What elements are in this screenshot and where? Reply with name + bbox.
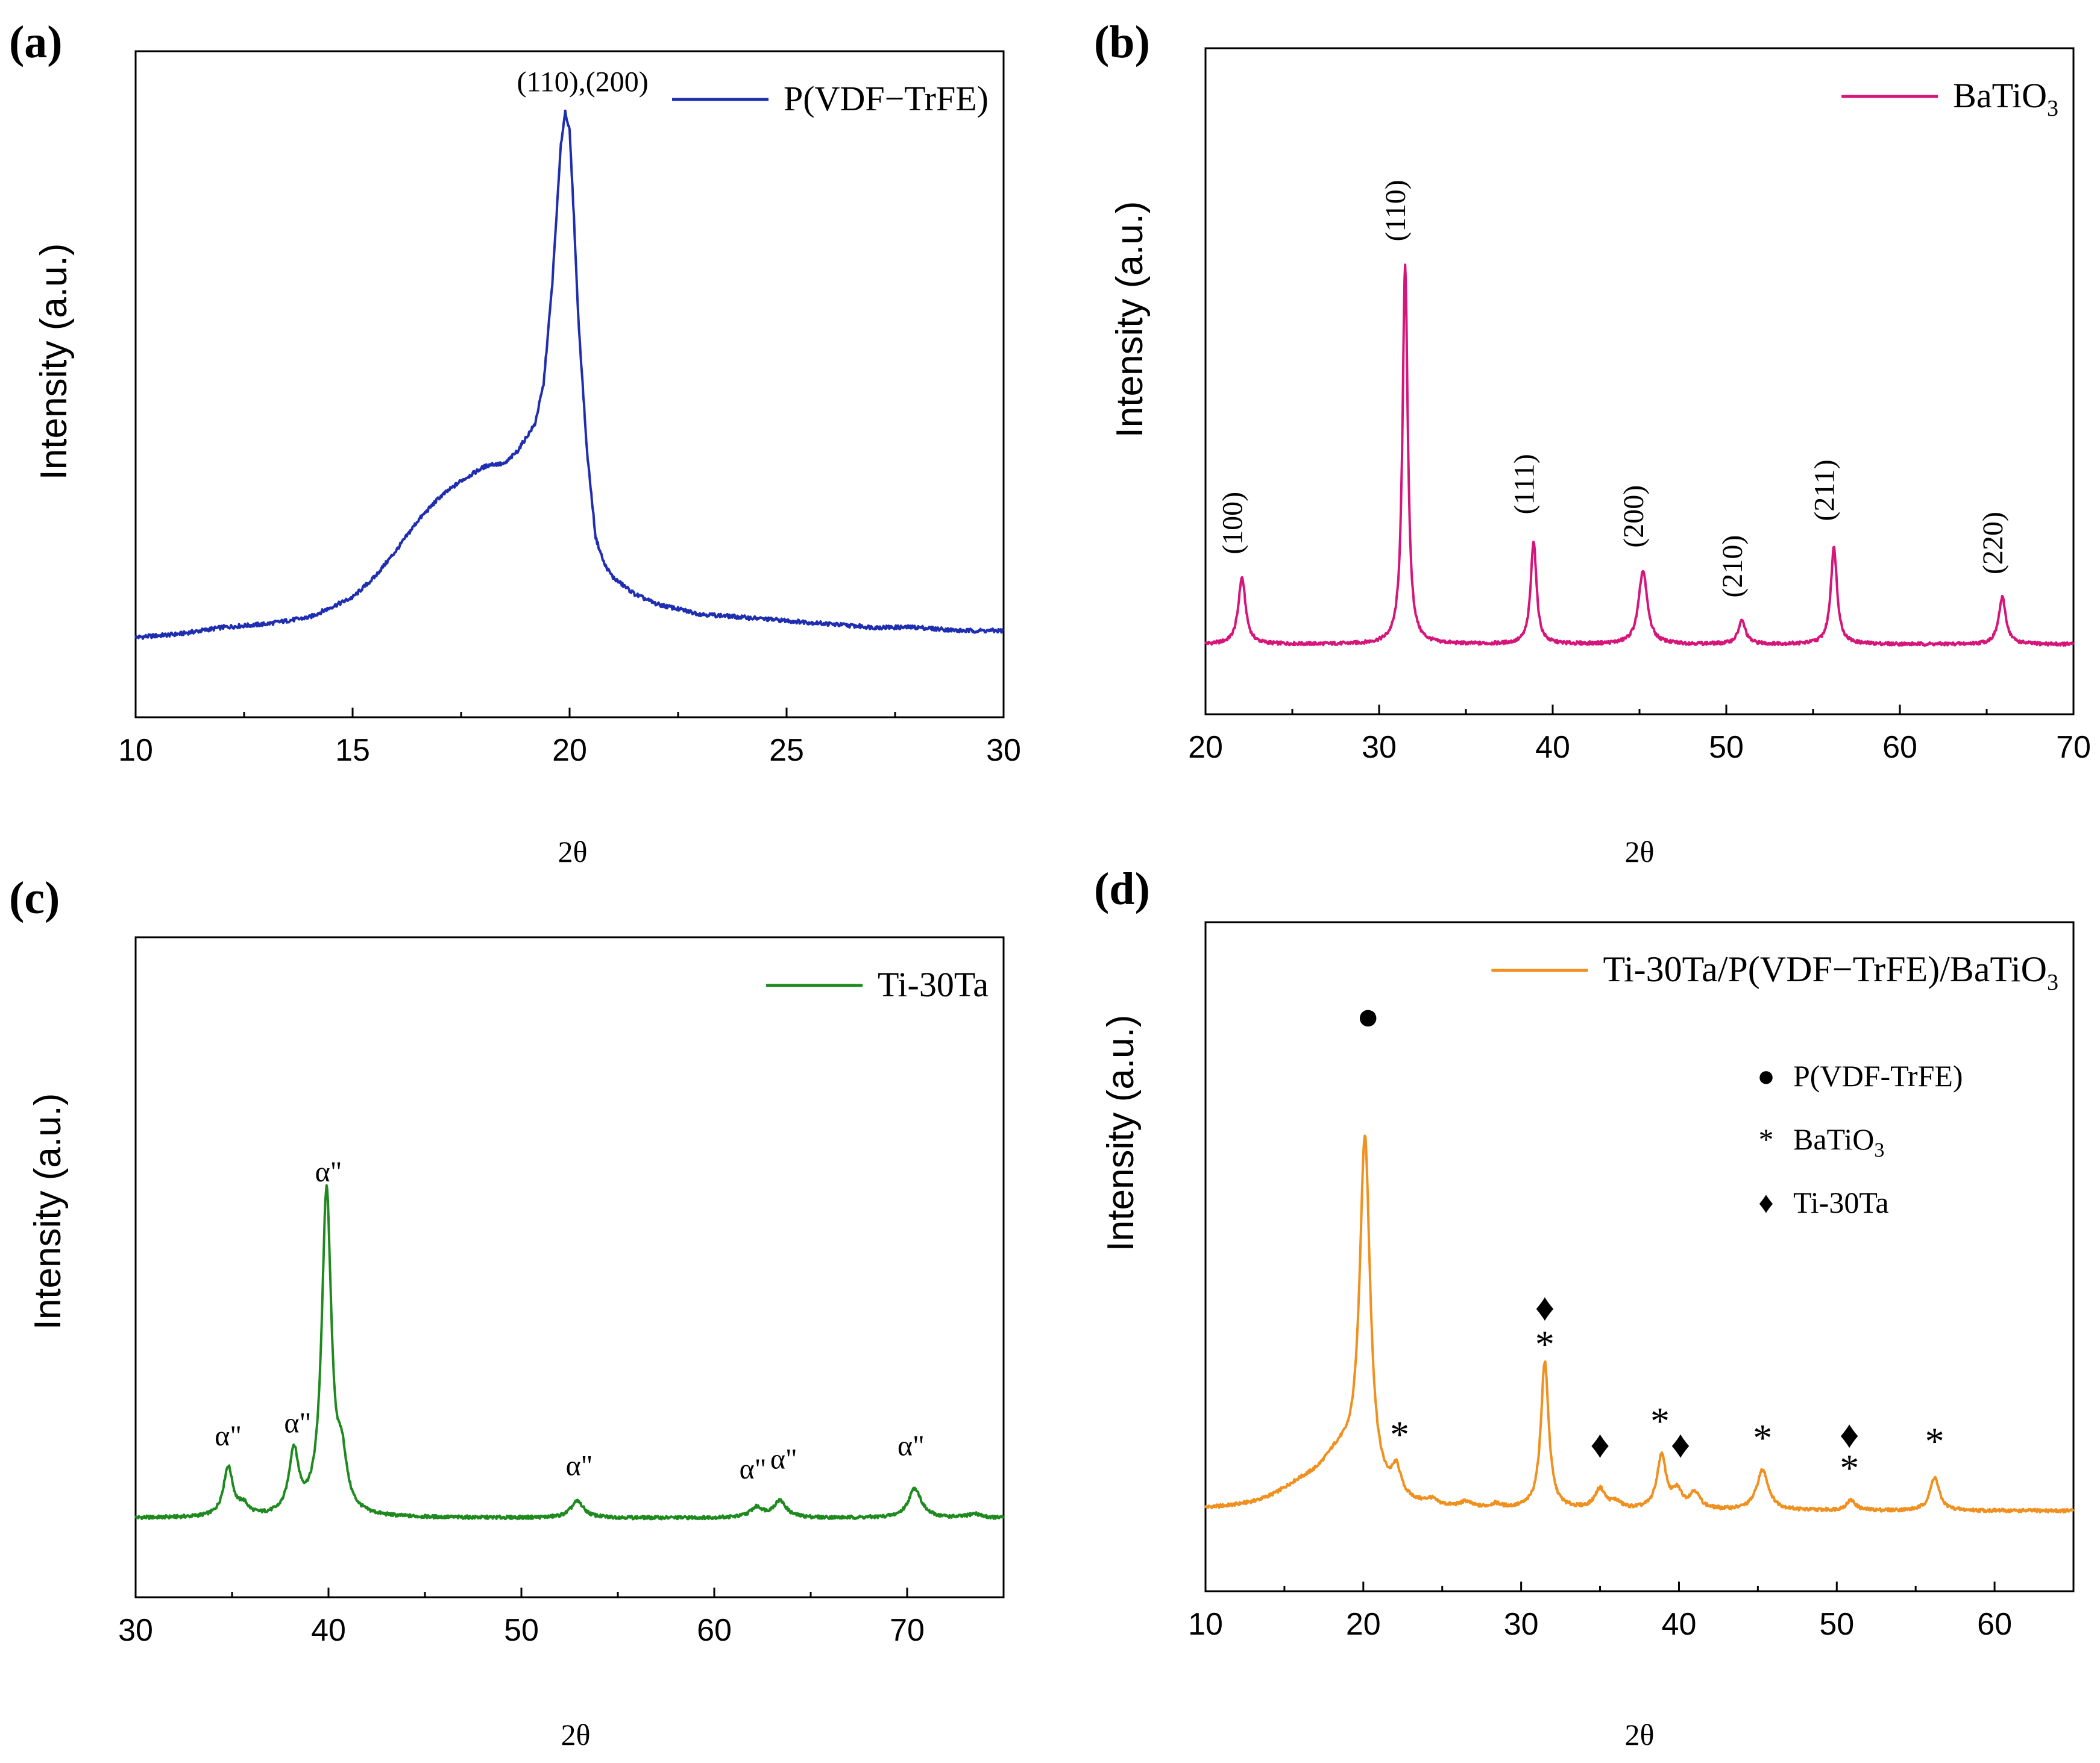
peak-annotation: * xyxy=(1650,1400,1670,1442)
x-tick-label: 30 xyxy=(1504,1607,1539,1642)
chart-panel-b: (b) 20 30 40 50 60 70 2θ Intensity (a.u.) BaTiO3 (… xyxy=(1094,17,2091,869)
peak-annotation: (100) xyxy=(1216,492,1248,555)
panel-label: (c) xyxy=(9,873,60,923)
series-line xyxy=(1204,263,2075,647)
peak-annotation: α" xyxy=(315,1156,342,1188)
panel-label: (d) xyxy=(1094,864,1150,914)
x-tick-label: 50 xyxy=(504,1613,539,1648)
y-axis-label: Intensity (a.u.) xyxy=(27,1093,69,1330)
x-axis-label: 2θ xyxy=(561,1718,591,1752)
peak-annotation: (200) xyxy=(1618,485,1650,548)
peak-annotation: (210) xyxy=(1717,535,1749,598)
x-tick-label: 60 xyxy=(1977,1607,2012,1642)
peak-annotation: (110) xyxy=(1380,180,1412,241)
x-tick-label: 70 xyxy=(2056,730,2091,765)
x-tick-label: 30 xyxy=(986,733,1021,768)
marker-key-subscript: 3 xyxy=(1874,1139,1884,1161)
marker-key-label: BaTiO3 xyxy=(1793,1122,1884,1161)
peak-annotation: ♦ xyxy=(1671,1423,1691,1466)
legend-label: P(VDF−TrFE) xyxy=(784,79,989,118)
legend-subscript: 3 xyxy=(2047,970,2058,995)
marker-key-symbol: * xyxy=(1759,1122,1774,1156)
marker-key-symbol: ♦ xyxy=(1758,1186,1774,1219)
x-tick-label: 15 xyxy=(335,733,370,768)
peak-annotation: (111) xyxy=(1508,454,1540,514)
series-line xyxy=(134,109,1004,640)
peak-annotation: (211) xyxy=(1809,459,1841,521)
x-tick-label: 70 xyxy=(890,1613,925,1648)
peak-annotation: ♦ xyxy=(1590,1423,1610,1466)
y-axis-label: Intensity (a.u.) xyxy=(33,244,75,480)
x-tick-label: 60 xyxy=(1882,730,1917,765)
x-tick-label: 10 xyxy=(118,733,153,768)
series-line xyxy=(134,1184,1005,1521)
marker-key-symbol: ● xyxy=(1757,1059,1775,1093)
x-tick-label: 40 xyxy=(1535,730,1570,765)
peak-annotation: * xyxy=(1753,1416,1772,1459)
x-tick-label: 50 xyxy=(1709,730,1744,765)
peak-annotation: α" xyxy=(770,1443,797,1475)
peak-annotation: α" xyxy=(215,1420,242,1452)
series-line xyxy=(1204,1134,2075,1514)
peak-annotation: (110),(200) xyxy=(517,66,649,98)
x-tick-label: 20 xyxy=(1188,730,1223,765)
x-tick-label: 25 xyxy=(769,733,804,768)
chart-panel-c: (c) 30 40 50 60 70 2θ Intensity (a.u.) Ti-30Ta α"… xyxy=(9,873,1005,1752)
x-tick-label: 20 xyxy=(1346,1607,1381,1642)
plot-frame xyxy=(134,936,1005,1598)
x-tick-label: 50 xyxy=(1819,1607,1854,1642)
chart-panel-a: (a) 10 15 20 25 30 2θ Intensity (a.u.) P(VDF−TrF… xyxy=(9,17,1021,869)
panel-label: (a) xyxy=(9,17,63,68)
peak-annotation: * xyxy=(1925,1419,1944,1462)
peak-annotation: α" xyxy=(566,1450,593,1482)
legend-label: BaTiO3 xyxy=(1953,76,2058,121)
plot-frame xyxy=(1204,921,2075,1592)
x-tick-label: 20 xyxy=(552,733,587,768)
x-axis-label: 2θ xyxy=(558,835,588,869)
chart-panel-d: (d) 10 20 30 40 50 60 2θ Intensity (a.u.) Ti-30Ta… xyxy=(1094,864,2075,1752)
peak-annotation: α" xyxy=(284,1407,311,1439)
peak-annotation: (220) xyxy=(1977,512,2009,574)
legend-label: Ti-30Ta xyxy=(878,965,989,1004)
x-tick-label: 30 xyxy=(1362,730,1397,765)
x-axis-label: 2θ xyxy=(1625,835,1655,869)
panel-label: (b) xyxy=(1094,17,1150,68)
x-axis-label: 2θ xyxy=(1625,1718,1655,1752)
x-tick-label: 40 xyxy=(1662,1607,1697,1642)
legend-label: Ti-30Ta/P(VDF−TrFE)/BaTiO3 xyxy=(1603,949,2058,995)
y-axis-label: Intensity (a.u.) xyxy=(1100,1015,1142,1252)
peak-annotation: ♦ xyxy=(1840,1413,1860,1456)
peak-annotation: * xyxy=(1840,1447,1859,1489)
peak-annotation: * xyxy=(1535,1323,1555,1366)
x-tick-label: 10 xyxy=(1188,1607,1223,1642)
peak-annotation: α" xyxy=(740,1453,767,1485)
peak-annotation: α" xyxy=(898,1430,925,1462)
peak-annotation: ♦ xyxy=(1535,1286,1555,1328)
y-axis-label: Intensity (a.u.) xyxy=(1109,201,1151,438)
peak-annotation: ● xyxy=(1356,995,1380,1038)
marker-key-label: P(VDF-TrFE) xyxy=(1793,1059,1963,1093)
legend-subscript: 3 xyxy=(2047,96,2058,121)
plot-frame xyxy=(1204,47,2075,715)
x-tick-label: 60 xyxy=(697,1613,732,1648)
x-tick-label: 30 xyxy=(118,1613,153,1648)
marker-key-label: Ti-30Ta xyxy=(1793,1186,1889,1219)
x-tick-label: 40 xyxy=(311,1613,346,1648)
peak-annotation: * xyxy=(1390,1413,1409,1456)
